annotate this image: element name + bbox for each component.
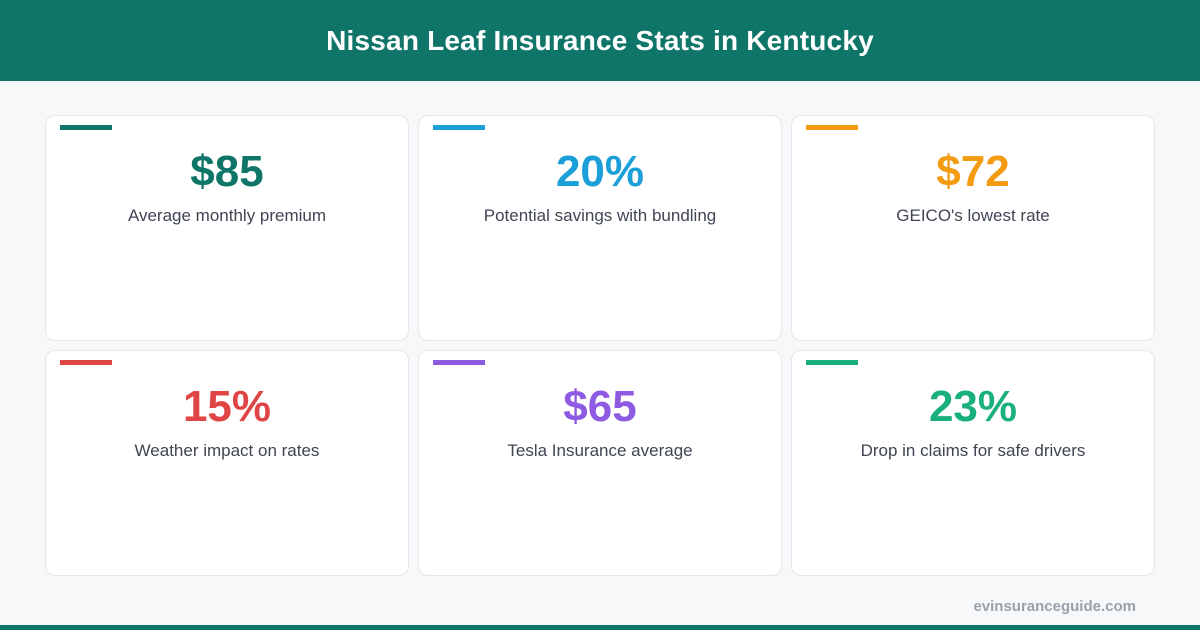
stat-accent-bar — [433, 360, 485, 365]
stat-label: Potential savings with bundling — [483, 206, 717, 225]
stat-label: Average monthly premium — [127, 206, 327, 225]
stat-value: 15% — [182, 382, 272, 431]
stat-accent-bar — [806, 360, 858, 365]
stat-accent-bar — [60, 125, 112, 130]
bottom-accent-bar — [0, 625, 1200, 630]
stat-card-geico-lowest-rate: $72 GEICO's lowest rate — [791, 115, 1155, 341]
stat-accent-bar — [60, 360, 112, 365]
stat-value: $85 — [190, 147, 264, 196]
stat-value: 20% — [555, 147, 645, 196]
site-domain: evinsuranceguide.com — [973, 598, 1136, 615]
stat-label: Drop in claims for safe drivers — [860, 441, 1086, 460]
stats-grid: $85 Average monthly premium 20% Potentia… — [45, 115, 1155, 576]
page-title: Nissan Leaf Insurance Stats in Kentucky — [326, 24, 874, 56]
stat-value: $65 — [563, 382, 637, 431]
stat-card-tesla-insurance-average: $65 Tesla Insurance average — [418, 350, 782, 576]
stat-card-safe-driver-claims: 23% Drop in claims for safe drivers — [791, 350, 1155, 576]
header-banner: Nissan Leaf Insurance Stats in Kentucky — [0, 0, 1200, 81]
stat-value: 23% — [928, 382, 1018, 431]
stat-card-average-monthly-premium: $85 Average monthly premium — [45, 115, 409, 341]
stat-label: Tesla Insurance average — [507, 441, 693, 460]
stat-value: $72 — [936, 147, 1010, 196]
stat-accent-bar — [433, 125, 485, 130]
stat-accent-bar — [806, 125, 858, 130]
stat-label: GEICO's lowest rate — [896, 206, 1050, 225]
stat-card-bundling-savings: 20% Potential savings with bundling — [418, 115, 782, 341]
stat-card-weather-impact: 15% Weather impact on rates — [45, 350, 409, 576]
stat-label: Weather impact on rates — [134, 441, 320, 460]
